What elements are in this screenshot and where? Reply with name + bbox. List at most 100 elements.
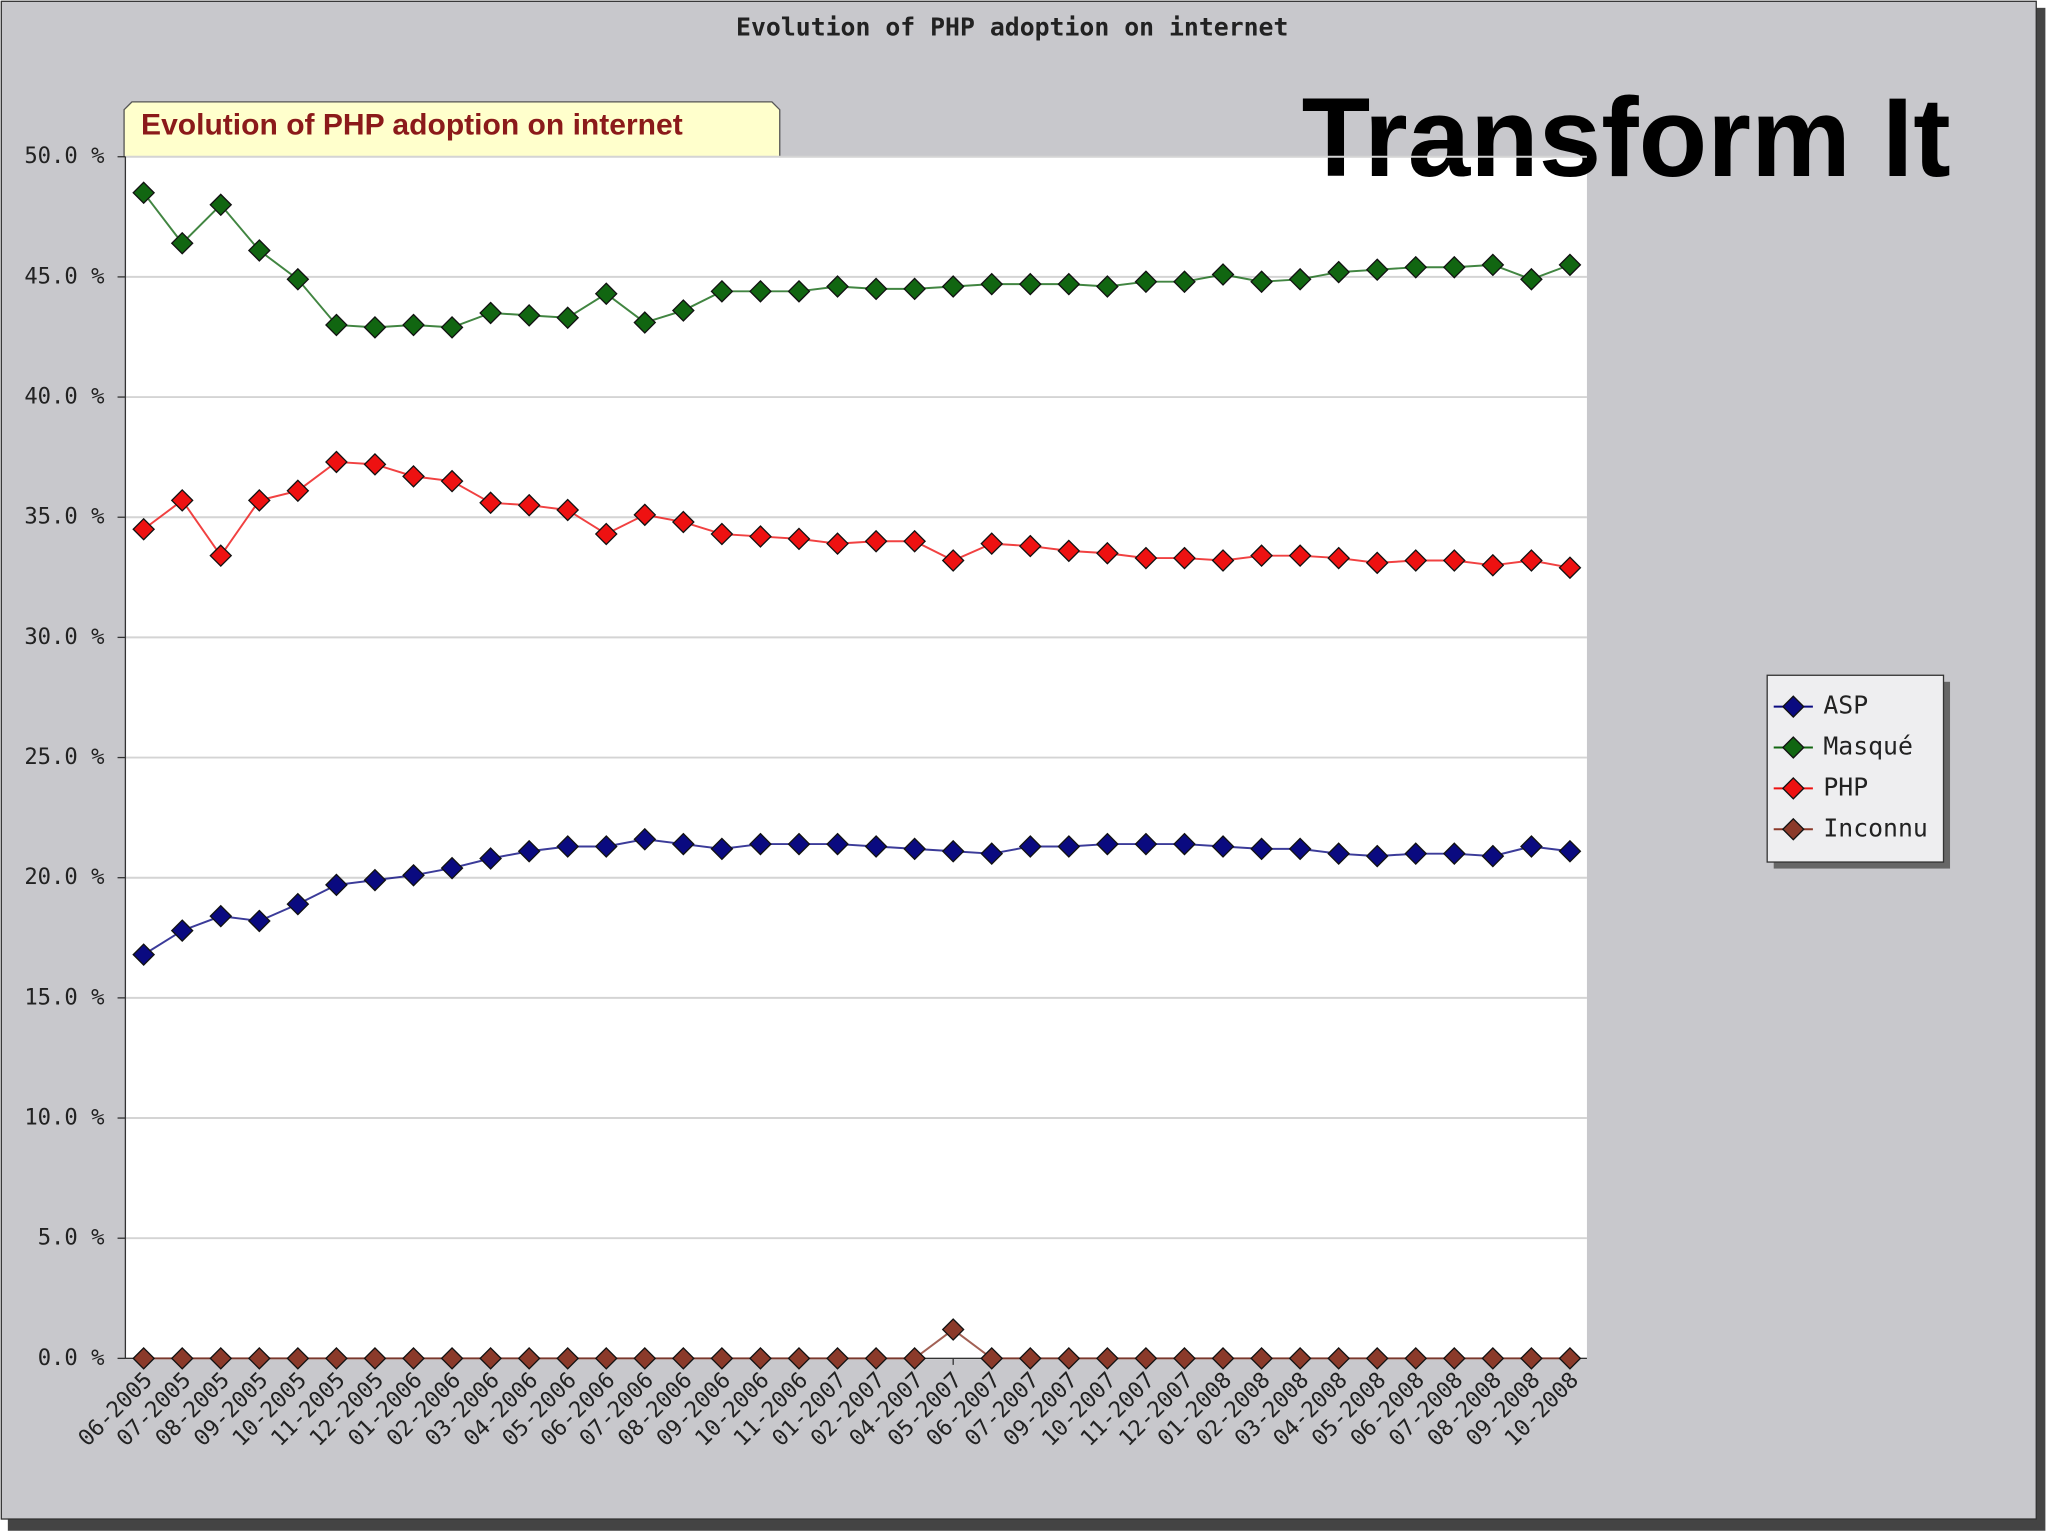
data-point (1173, 546, 1196, 570)
data-point (1211, 263, 1235, 286)
data-point (1288, 1346, 1312, 1370)
data-point (247, 489, 271, 512)
data-point (1442, 842, 1466, 866)
data-point (1211, 835, 1235, 858)
data-point (1018, 835, 1042, 858)
data-point (1250, 1346, 1273, 1370)
data-point (1173, 1346, 1196, 1370)
data-point (440, 315, 464, 339)
data-point (1057, 835, 1081, 858)
data-point (1558, 1346, 1582, 1370)
data-point (671, 832, 695, 856)
data-point (594, 1346, 618, 1370)
data-point (479, 1346, 502, 1370)
data-point (325, 450, 348, 474)
data-point (633, 827, 657, 851)
data-point (1327, 260, 1351, 284)
data-point (1520, 267, 1543, 291)
data-point (517, 839, 541, 863)
data-point (1365, 258, 1389, 282)
data-point (1365, 1346, 1389, 1370)
data-point (1057, 272, 1081, 296)
data-point (1057, 539, 1081, 563)
data-point (1327, 1346, 1351, 1370)
data-point (209, 193, 233, 217)
legend-marker (1781, 736, 1805, 759)
data-point (170, 919, 194, 942)
data-point (1018, 1346, 1042, 1370)
data-point (749, 832, 772, 856)
data-point (826, 1346, 849, 1370)
data-point (1250, 837, 1273, 861)
data-point (1173, 832, 1196, 856)
legend-marker (1781, 817, 1805, 841)
data-point (671, 1346, 695, 1370)
data-point (864, 529, 888, 553)
legend-label: PHP (1823, 772, 1868, 801)
data-point (1288, 544, 1312, 568)
data-point (1442, 255, 1466, 279)
data-point (633, 503, 657, 527)
data-point (286, 267, 310, 291)
legend-label: ASP (1823, 691, 1868, 720)
data-point (209, 544, 233, 568)
data-point (1404, 1346, 1428, 1370)
legend-label: Masqué (1823, 731, 1913, 760)
data-point (1442, 549, 1466, 572)
data-point (440, 1346, 464, 1370)
data-point (402, 313, 425, 337)
y-tick-label: 40.0 % (24, 384, 104, 410)
data-point (826, 532, 849, 556)
data-point (402, 1346, 425, 1370)
data-point (1327, 546, 1351, 570)
data-point (1250, 270, 1273, 294)
data-point (1520, 549, 1543, 572)
data-point (517, 303, 541, 327)
data-point (517, 1346, 541, 1370)
data-point (556, 306, 580, 330)
data-point (209, 904, 233, 928)
y-tick-label: 45.0 % (24, 263, 104, 289)
data-point (363, 868, 387, 892)
data-point (286, 1346, 310, 1370)
data-point (1520, 835, 1543, 858)
data-point (1481, 253, 1505, 277)
data-point (903, 277, 927, 301)
data-point (325, 1346, 348, 1370)
data-point (132, 517, 156, 541)
data-point (556, 1346, 580, 1370)
data-point (1096, 275, 1119, 298)
data-point (1211, 549, 1235, 572)
data-point (980, 532, 1004, 556)
data-point (710, 522, 734, 546)
data-point (710, 1346, 734, 1370)
data-point (1481, 1346, 1505, 1370)
data-point (671, 299, 695, 322)
data-point (594, 522, 618, 546)
data-point (1288, 267, 1312, 291)
data-point (363, 452, 387, 476)
data-point (1520, 1346, 1543, 1370)
data-point (209, 1346, 233, 1370)
data-point (363, 315, 387, 339)
data-point (1096, 832, 1119, 856)
chart-title: Evolution of PHP adoption on internet (736, 13, 1288, 42)
data-point (1211, 1346, 1235, 1370)
data-point (594, 835, 618, 858)
data-point (826, 275, 849, 298)
y-tick-label: 0.0 % (38, 1345, 105, 1371)
data-point (1558, 556, 1582, 580)
data-point (479, 847, 502, 870)
data-point (749, 279, 772, 303)
y-tick-label: 50.0 % (24, 143, 104, 169)
data-point (1018, 534, 1042, 558)
plot (132, 181, 1582, 1370)
data-point (787, 279, 811, 303)
data-point (1134, 1346, 1158, 1370)
y-tick-label: 5.0 % (38, 1225, 105, 1251)
data-point (826, 832, 849, 856)
y-tick-label: 30.0 % (24, 624, 104, 650)
data-point (132, 943, 156, 966)
data-point (1327, 842, 1351, 866)
